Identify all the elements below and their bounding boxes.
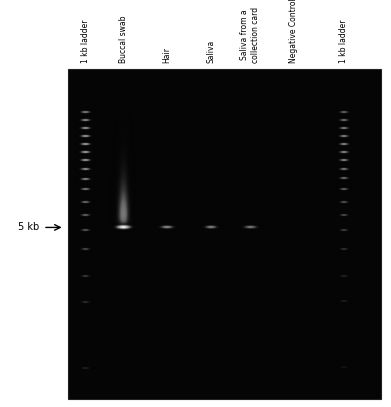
Text: 1 kb ladder: 1 kb ladder [81,20,90,63]
Text: 5 kb: 5 kb [18,223,39,232]
Text: Negative Control: Negative Control [289,0,298,63]
Text: 1 kb ladder: 1 kb ladder [339,20,348,63]
Bar [68,69,381,399]
Text: Saliva: Saliva [206,40,215,63]
Text: Hair: Hair [162,47,172,63]
Text: Saliva from a
collection card: Saliva from a collection card [240,7,260,63]
Text: Buccal swab: Buccal swab [118,15,128,63]
